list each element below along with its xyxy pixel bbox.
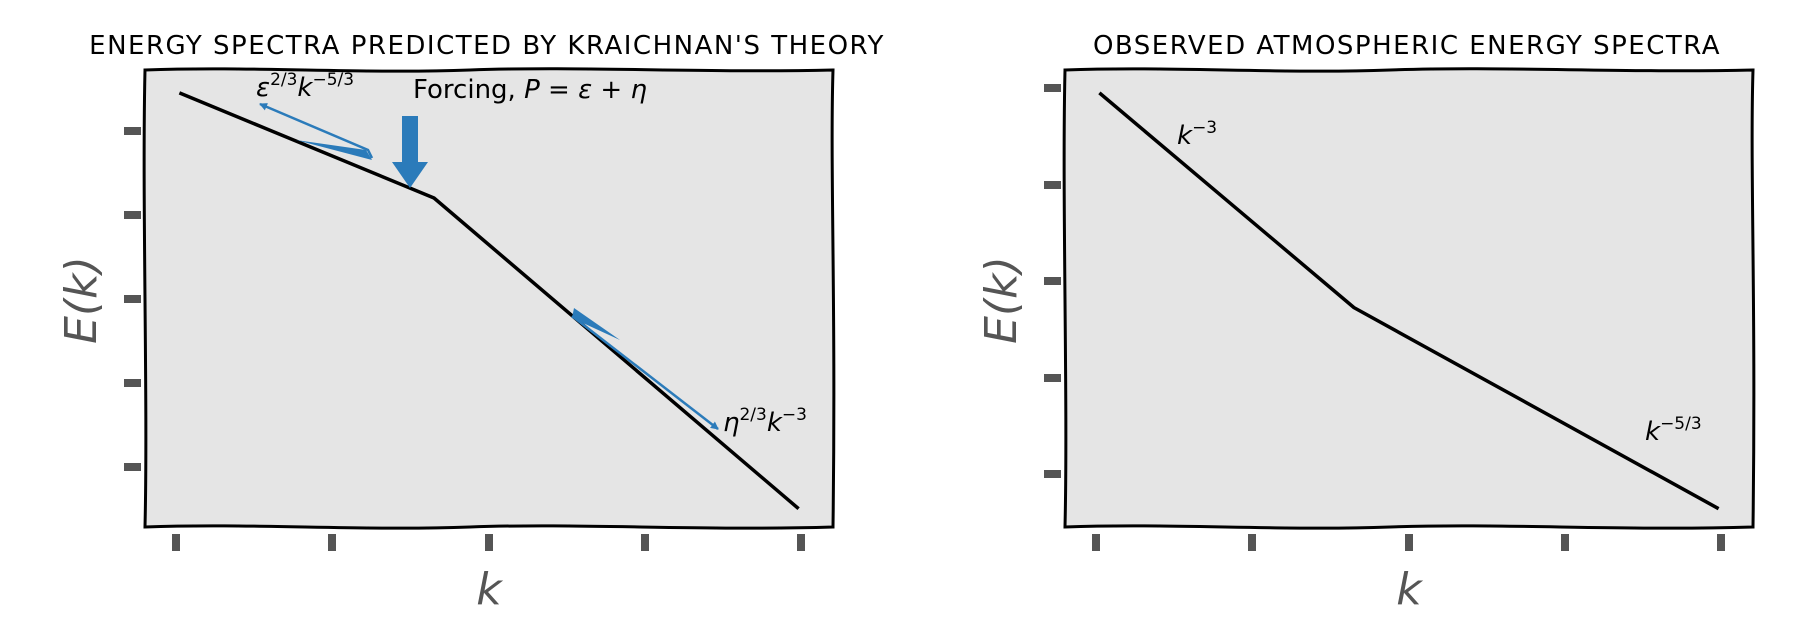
y-axis-ticks xyxy=(1044,84,1061,478)
annotation-k-minus-3: k−3 xyxy=(1177,118,1217,151)
annotation-energy-cascade: ε2/3k−5/3 xyxy=(256,70,354,103)
x-axis-ticks xyxy=(172,534,805,551)
y-tick xyxy=(1044,277,1061,285)
chart-panel-kraichnan: ENERGY SPECTRA PREDICTED BY KRAICHNAN'S … xyxy=(56,31,885,615)
y-tick xyxy=(1044,84,1061,92)
x-axis-label: k xyxy=(1396,564,1423,615)
arrow-forcing xyxy=(392,116,428,188)
y-tick xyxy=(1044,181,1061,189)
x-axis-ticks xyxy=(1092,534,1725,551)
arrow-inverse-energy-cascade-tail xyxy=(296,140,372,160)
arrow-inverse-energy-cascade xyxy=(259,102,374,159)
annotation-enstrophy-cascade: η2/3k−3 xyxy=(723,405,807,438)
plot-area xyxy=(145,70,833,527)
chart-title: OBSERVED ATMOSPHERIC ENERGY SPECTRA xyxy=(1093,31,1721,61)
annotation-forcing: Forcing, P = ε + η xyxy=(413,75,647,105)
x-tick xyxy=(1248,534,1256,551)
spectrum-line xyxy=(178,91,800,511)
y-axis-ticks xyxy=(124,127,141,471)
arrow-enstrophy-cascade-tail xyxy=(572,308,620,340)
x-tick xyxy=(485,534,493,551)
annotation-arrows xyxy=(259,102,719,430)
y-tick xyxy=(124,463,141,471)
spectrum-line xyxy=(1098,91,1720,511)
plot-frame xyxy=(142,67,836,530)
x-tick xyxy=(641,534,649,551)
y-tick xyxy=(124,295,141,303)
x-tick xyxy=(1405,534,1413,551)
y-tick xyxy=(124,211,141,219)
y-tick xyxy=(1044,470,1061,478)
y-tick xyxy=(124,127,141,135)
series-group xyxy=(1098,91,1720,511)
series-group xyxy=(178,91,800,511)
x-axis-label: k xyxy=(476,564,503,615)
x-tick xyxy=(1092,534,1100,551)
x-tick xyxy=(172,534,180,551)
x-tick xyxy=(1717,534,1725,551)
y-tick xyxy=(124,379,141,387)
plot-frame xyxy=(1062,67,1756,530)
chart-title: ENERGY SPECTRA PREDICTED BY KRAICHNAN'S … xyxy=(89,31,885,61)
x-tick xyxy=(1561,534,1569,551)
y-axis-label: E(k) xyxy=(976,256,1027,344)
x-tick xyxy=(797,534,805,551)
annotation-k-minus-5-3: k−5/3 xyxy=(1645,414,1702,447)
y-tick xyxy=(1044,374,1061,382)
chart-panel-observed: OBSERVED ATMOSPHERIC ENERGY SPECTRA E(k)… xyxy=(976,31,1756,615)
arrow-enstrophy-cascade xyxy=(571,315,719,430)
plot-area xyxy=(1065,70,1753,527)
y-axis-label: E(k) xyxy=(56,256,107,344)
x-tick xyxy=(328,534,336,551)
